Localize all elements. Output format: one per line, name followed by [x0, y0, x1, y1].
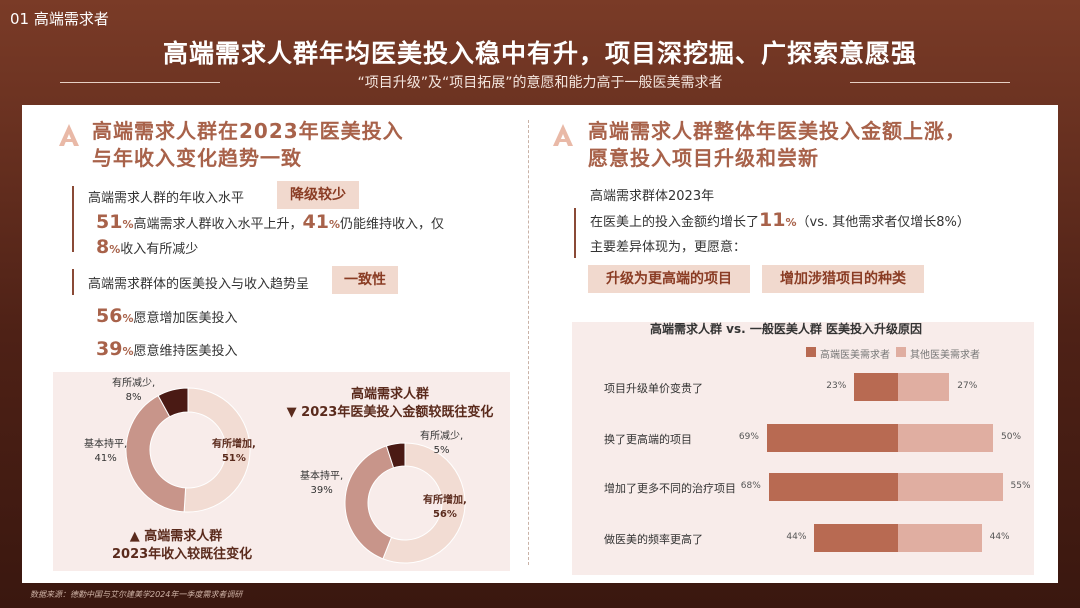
- legend-swatch-other: [896, 347, 906, 357]
- bar-other-value: 27%: [957, 381, 978, 391]
- heading-a-icon: [553, 124, 573, 146]
- invest-question: 高端需求群体的医美投入与收入趋势呈: [88, 277, 310, 292]
- bar-high-end-value: 44%: [786, 532, 807, 542]
- donut2-label-maintain: 基本持平, 39%: [300, 471, 344, 496]
- tag-consistency: 一致性: [332, 266, 398, 294]
- tag-upgrade: 升级为更高端的项目: [588, 265, 750, 293]
- legend-high: 高端医美需求者: [820, 350, 890, 361]
- donut2-label-increase: 有所增加, 56%: [423, 495, 467, 520]
- bar-other: [898, 524, 982, 552]
- bar-other-value: 55%: [1010, 481, 1031, 491]
- bar-other: [898, 473, 1003, 501]
- income-stats-line2: 8%收入有所减少: [96, 236, 199, 258]
- bullet-bar: [72, 269, 74, 295]
- panel-divider: [528, 120, 529, 565]
- tag-less-downgrade: 降级较少: [277, 181, 359, 209]
- source-footer: 数据来源：德勤中国与艾尔建美学2024年一季度需求者调研: [30, 590, 243, 599]
- bar-other-value: 50%: [1001, 432, 1022, 442]
- bar-high-end: [766, 424, 898, 452]
- right-intro-line2: 在医美上的投入金额约增长了11%（vs. 其他需求者仅增长8%）: [590, 209, 970, 231]
- reason-category-label: 项目升级单价变贵了: [604, 382, 703, 395]
- reason-category-label: 换了更高端的项目: [604, 433, 692, 446]
- invest-stat-maintain: 39%愿意维持医美投入: [96, 338, 238, 360]
- section-label: 01 高端需求者: [10, 10, 109, 28]
- bar-other: [898, 424, 993, 452]
- page-title: 高端需求人群年均医美投入稳中有升，项目深挖掘、广探索意愿强: [162, 39, 917, 68]
- subtitle-line-left: [60, 82, 220, 83]
- reason-category-label: 做医美的频率更高了: [604, 533, 703, 546]
- donut1-label-maintain: 基本持平, 41%: [84, 439, 128, 464]
- tag-expand: 增加涉猎项目的种类: [762, 265, 924, 293]
- donut1-label-decrease: 有所减少, 8%: [112, 378, 156, 403]
- right-intro-line1: 高端需求群体2023年: [590, 189, 715, 204]
- subtitle-line-right: [850, 82, 1010, 83]
- donut1-label-increase: 有所增加, 51%: [212, 439, 256, 464]
- bar-high-end: [768, 473, 898, 501]
- bar-high-end: [814, 524, 898, 552]
- right-intro-line3: 主要差异体现为，更愿意：: [590, 240, 747, 255]
- bar-high-end-value: 23%: [826, 381, 847, 391]
- page-subtitle: “项目升级”及“项目拓展”的意愿和能力高于一般医美需求者: [357, 75, 723, 91]
- legend-swatch-high: [806, 347, 816, 357]
- bar-high-end: [854, 373, 898, 401]
- reason-category-label: 增加了更多不同的治疗项目: [604, 482, 736, 495]
- reason-chart-title: 高端需求人群 vs. 一般医美人群 医美投入升级原因: [650, 322, 923, 336]
- bar-high-end-value: 68%: [740, 481, 761, 491]
- bar-other: [898, 373, 950, 401]
- income-question: 高端需求人群的年收入水平: [88, 191, 245, 206]
- bar-high-end-value: 69%: [738, 432, 759, 442]
- right-heading: 高端需求人群整体年医美投入金额上涨， 愿意投入项目升级和尝新: [588, 119, 966, 170]
- donut1-title: ▲ 高端需求人群 2023年收入较既往变化: [112, 529, 253, 562]
- invest-stat-increase: 56%愿意增加医美投入: [96, 305, 238, 327]
- left-heading: 高端需求人群在2023年医美投入 与年收入变化趋势一致: [92, 119, 404, 170]
- donut2-title: 高端需求人群 ▼ 2023年医美投入金额较既往变化: [286, 387, 494, 420]
- income-stats-line1: 51%高端需求人群收入水平上升，41%仍能维持收入，仅: [96, 211, 444, 233]
- bullet-bar: [72, 186, 74, 252]
- legend-other: 其他医美需求者: [910, 350, 980, 361]
- bar-other-value: 44%: [989, 532, 1010, 542]
- donut2-label-decrease: 有所减少, 5%: [420, 431, 464, 456]
- bullet-bar: [574, 208, 576, 258]
- heading-a-icon: [59, 124, 79, 146]
